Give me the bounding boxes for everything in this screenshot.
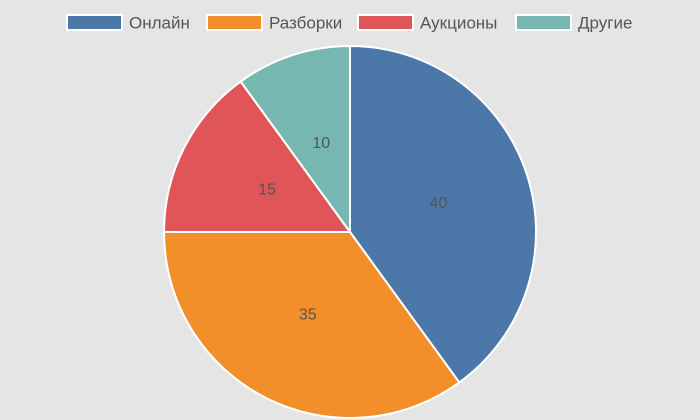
legend-label-3: Аукционы: [420, 14, 497, 33]
slice-label-3: 15: [258, 181, 276, 198]
legend-label-2: Разборки: [269, 14, 342, 33]
pie-slice-2: [163, 231, 461, 419]
legend-swatch-3: [357, 14, 414, 31]
legend-swatch-4: [515, 14, 572, 31]
pie-slice-3: [163, 80, 351, 233]
pie-slice-1: [349, 45, 537, 384]
pie-slice-4: [239, 45, 351, 233]
legend-swatch-1: [66, 14, 123, 31]
slice-label-1: 40: [430, 195, 448, 212]
pie-slices: [163, 45, 537, 419]
legend: Онлайн Разборки Аукционы Другие: [66, 14, 632, 33]
slice-label-2: 35: [299, 306, 317, 323]
slice-labels: 40 35 15 10: [258, 135, 447, 323]
slice-label-4: 10: [312, 135, 330, 152]
legend-label-1: Онлайн: [129, 14, 190, 33]
legend-label-4: Другие: [578, 14, 632, 33]
legend-swatch-2: [206, 14, 263, 31]
